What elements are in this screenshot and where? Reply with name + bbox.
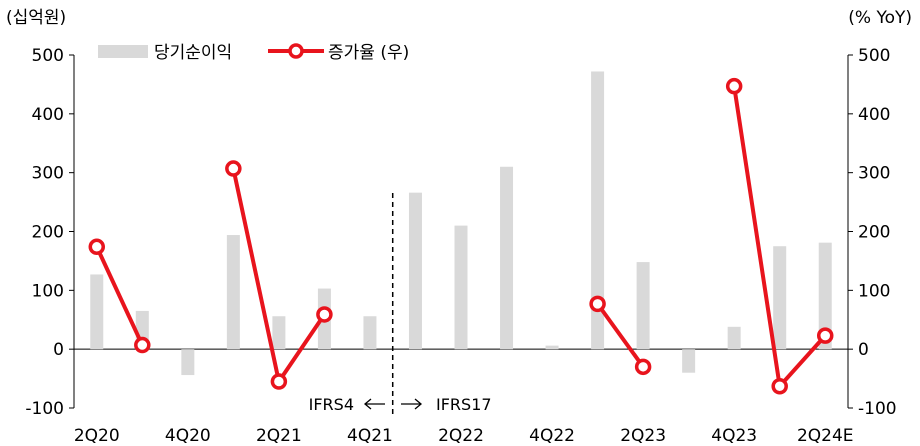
growth-point-3Q20 (134, 336, 151, 354)
left-y-axis: -100 0 100 200 300 400 500 (25, 46, 75, 419)
growth-point-1Q23 (589, 295, 606, 313)
bar-3Q22 (500, 166, 514, 350)
x-tick-label: 2Q22 (438, 426, 484, 446)
growth-point-1Q21 (225, 160, 242, 177)
growth-point-3Q21 (316, 306, 333, 323)
x-tick-label: 2Q20 (74, 426, 120, 446)
right-tick-label: 0 (858, 340, 869, 360)
right-axis-unit: (% YoY) (848, 8, 912, 28)
right-tick-label: 100 (858, 281, 890, 301)
x-tick-label: 4Q23 (711, 426, 757, 446)
left-tick-label: 300 (32, 164, 64, 184)
x-tick-label: 2Q23 (620, 426, 666, 446)
x-tick-label: 2Q24E (797, 426, 854, 446)
legend: 당기순이익 증가율 (우) (98, 43, 409, 63)
legend-line-label: 증가율 (우) (328, 43, 409, 63)
x-tick-label: 4Q22 (529, 426, 575, 446)
right-tick-label: 300 (858, 164, 890, 184)
right-tick-label: -100 (858, 399, 897, 419)
bar-2Q21 (272, 316, 286, 350)
left-tick-label: 100 (32, 281, 64, 301)
growth-line-segment-0 (94, 245, 145, 346)
ifrs4-label: IFRS4 (309, 395, 354, 414)
right-tick-label: 200 (858, 223, 890, 243)
growth-point-2Q23 (634, 358, 652, 376)
bar-series (90, 71, 832, 376)
bar-2Q24E (818, 242, 832, 350)
left-tick-label: 200 (32, 223, 64, 243)
ifrs17-label: IFRS17 (436, 395, 492, 414)
bar-4Q20 (181, 349, 195, 376)
legend-bar-label: 당기순이익 (154, 43, 232, 63)
bar-4Q22 (545, 345, 559, 350)
growth-point-1Q24 (771, 377, 788, 395)
ifrs-annotation: IFRS4 IFRS17 (309, 395, 492, 414)
bar-2Q23 (636, 262, 650, 350)
growth-point-2Q20 (88, 238, 106, 256)
legend-line-marker (288, 43, 304, 59)
bar-1Q23 (591, 71, 605, 350)
bar-2Q20 (90, 274, 104, 350)
left-tick-label: 0 (53, 340, 64, 360)
arrow-left-head (363, 398, 372, 410)
bar-1Q22 (408, 192, 422, 350)
growth-point-2Q21 (270, 373, 288, 390)
x-tick-label: 4Q21 (347, 426, 393, 446)
legend-bar-swatch (98, 45, 148, 58)
bar-3Q23 (682, 349, 696, 373)
line-series (88, 77, 834, 395)
bar-1Q21 (226, 235, 240, 350)
x-tick-label: 4Q20 (165, 426, 211, 446)
left-axis-unit: (십억원) (6, 8, 66, 28)
right-tick-label: 500 (858, 46, 890, 66)
growth-point-2Q24E (816, 327, 834, 344)
left-tick-label: 500 (32, 46, 64, 66)
bar-1Q24 (773, 246, 787, 350)
arrow-right-head (414, 398, 423, 410)
x-tick-label: 2Q21 (256, 426, 302, 446)
left-tick-label: 400 (32, 105, 64, 125)
right-tick-label: 400 (858, 105, 890, 125)
left-tick-label: -100 (25, 399, 64, 419)
bar-4Q21 (363, 316, 377, 350)
growth-line-segment-2 (595, 302, 645, 368)
growth-point-4Q23 (725, 77, 743, 95)
bar-2Q22 (454, 225, 468, 350)
right-y-axis: -100 0 100 200 300 400 500 (847, 46, 897, 419)
bar-4Q23 (727, 326, 741, 350)
